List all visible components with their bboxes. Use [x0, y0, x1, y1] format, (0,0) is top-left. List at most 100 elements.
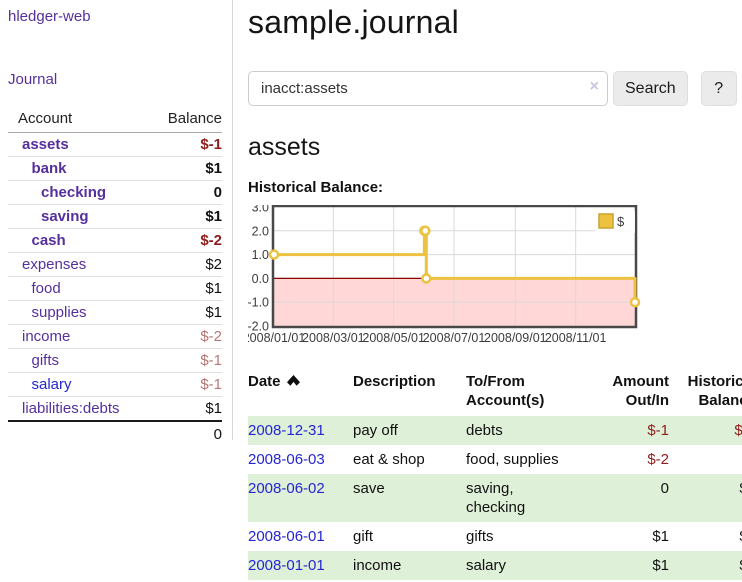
account-balance: $1: [152, 156, 222, 181]
transaction-balance: 0: [672, 445, 742, 474]
account-row: expenses $2: [8, 252, 222, 277]
account-name-cell: liabilities:debts: [8, 396, 152, 421]
register-header-balance: Historical Balance: [672, 372, 742, 416]
transaction-amount: $1: [652, 557, 669, 574]
transaction-balance: $2: [672, 474, 742, 522]
account-row: checking 0: [8, 180, 222, 205]
transaction-date-cell: 2008-06-03: [248, 445, 353, 474]
register-header-label: To/From Account(s): [466, 373, 545, 409]
transaction-balance: $-1: [734, 422, 742, 439]
page-title: sample.journal: [248, 4, 459, 40]
transaction-date-link[interactable]: 2008-12-31: [248, 422, 325, 439]
account-balance: $1: [152, 300, 222, 325]
account-balance: $-1: [152, 372, 222, 397]
register-header-label: Amount Out/In: [612, 373, 669, 409]
chart-data-point: [268, 249, 280, 260]
chart-y-tick-label: 1.0: [252, 248, 269, 262]
account-balance: $1: [152, 204, 222, 229]
register-header-label: Historical Balance: [687, 373, 742, 409]
transaction-description: income: [353, 557, 402, 574]
account-row: saving $1: [8, 204, 222, 229]
transaction-date-link[interactable]: 2008-06-01: [248, 528, 325, 545]
sidebar-account-link-expenses[interactable]: expenses: [22, 256, 87, 273]
chart-data-point: [629, 296, 641, 308]
transaction-accounts: food, supplies: [466, 451, 559, 468]
transaction-date-link[interactable]: 2008-06-02: [248, 480, 325, 497]
account-row: gifts $-1: [8, 348, 222, 373]
search-button[interactable]: Search: [613, 71, 688, 106]
account-balance: $2: [152, 252, 222, 277]
chart-data-point: [421, 273, 432, 284]
register-row: 2008-01-01 income salary $1$1: [248, 551, 742, 580]
account-row: assets $-1: [8, 133, 222, 157]
accounts-table: Account Balance assets $-1 bank $1 checking 0…: [8, 108, 222, 448]
sidebar-account-link-bank[interactable]: bank: [31, 160, 67, 177]
account-balance: 0: [152, 180, 222, 205]
account-balance: $-1: [152, 348, 222, 373]
account-name-cell: checking: [8, 180, 152, 205]
transaction-date-cell: 2008-12-31: [248, 416, 353, 445]
chart-x-tick-label: 2008/03/01: [302, 331, 365, 345]
accounts-header-account: Account: [8, 108, 152, 133]
sidebar-account-link-gifts[interactable]: gifts: [31, 352, 60, 369]
transaction-amount: $-2: [647, 451, 669, 468]
chart-border: [271, 204, 638, 329]
search-input[interactable]: [248, 71, 608, 106]
register-header-amount: Amount Out/In: [584, 372, 672, 416]
register-header-description: Description: [353, 372, 466, 416]
register-header-label: Description: [353, 373, 436, 390]
search-help-button[interactable]: ?: [700, 71, 737, 106]
sidebar-account-link-income[interactable]: income: [22, 328, 71, 345]
account-name-cell: food: [8, 276, 152, 301]
account-balance: $-1: [200, 136, 222, 153]
clear-search-icon[interactable]: ×: [589, 78, 599, 95]
chart-y-tick-label: -1.0: [248, 296, 269, 310]
transaction-amount: 0: [660, 480, 669, 497]
chart-y-tick-label: -2.0: [248, 320, 269, 334]
transaction-accounts: salary: [466, 557, 507, 574]
sidebar-account-link-assets[interactable]: assets: [22, 136, 69, 153]
account-name-cell: income: [8, 324, 152, 349]
transaction-date-cell: 2008-01-01: [248, 551, 353, 580]
brand-link[interactable]: hledger-web: [8, 8, 91, 25]
chart-data-point: [420, 225, 431, 237]
search-form: × Search ?: [248, 71, 742, 106]
register-table: Date Description To/From Account(s) Amount …: [248, 372, 742, 580]
chart-y-tick-label: 0.0: [252, 272, 269, 286]
register-header-date[interactable]: Date: [248, 372, 353, 416]
transaction-accounts: debts: [466, 422, 503, 439]
sidebar: hledger-web Journal Account Balance asse…: [0, 0, 233, 448]
register-row: 2008-06-02 save saving, checking 0$2: [248, 474, 742, 522]
account-name-cell: bank: [8, 156, 152, 181]
accounts-table-body: assets $-1 bank $1 checking 0 saving $1 cash $-2 e…: [8, 133, 222, 421]
main-content: sample.journal × Search ? assets Histori…: [233, 0, 742, 582]
chart-title: Historical Balance:: [248, 179, 384, 196]
transaction-date-link[interactable]: 2008-06-03: [248, 451, 325, 468]
transaction-date-cell: 2008-06-02: [248, 474, 353, 522]
sidebar-account-link-saving[interactable]: saving: [41, 208, 89, 225]
accounts-total-row: 0: [8, 420, 222, 448]
chart-y-tick-label: 2.0: [252, 224, 269, 238]
chart-y-tick-label: 3.0: [252, 205, 269, 215]
chart-legend-swatch: [598, 213, 614, 229]
nav-journal-link[interactable]: Journal: [8, 71, 58, 88]
register-table-body: 2008-12-31 pay off debts $-1 $-1 2008-06-03 ea…: [248, 416, 742, 580]
transaction-description: save: [353, 480, 385, 497]
account-name-cell: expenses: [8, 252, 152, 277]
accounts-header-balance: Balance: [152, 108, 222, 133]
account-name-cell: assets: [8, 133, 152, 157]
account-name-cell: saving: [8, 204, 152, 229]
sidebar-account-link-salary[interactable]: salary: [31, 376, 72, 393]
transaction-description: eat & shop: [353, 451, 425, 468]
account-balance: $-2: [152, 324, 222, 349]
account-row: salary $-1: [8, 372, 222, 397]
sidebar-account-link-supplies[interactable]: supplies: [31, 304, 87, 321]
sidebar-account-link-liabilities-debts[interactable]: liabilities:debts: [22, 400, 120, 417]
sidebar-account-link-cash[interactable]: cash: [31, 232, 66, 249]
accounts-header-row: Account Balance: [8, 108, 222, 133]
transaction-date-link[interactable]: 2008-01-01: [248, 557, 325, 574]
sidebar-account-link-checking[interactable]: checking: [41, 184, 107, 201]
chart-legend-label: $: [617, 214, 625, 229]
sidebar-account-link-food[interactable]: food: [31, 280, 61, 297]
